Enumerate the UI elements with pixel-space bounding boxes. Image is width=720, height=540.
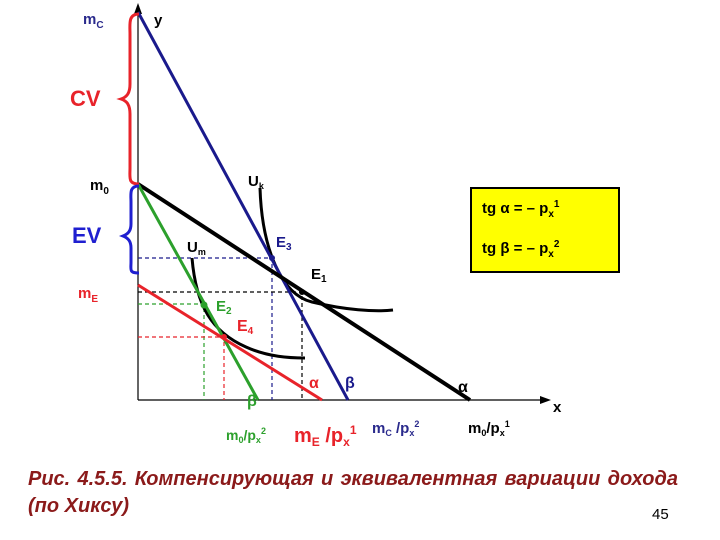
indifference-curve-uk (258, 187, 394, 313)
budget-line-green (136, 183, 260, 401)
label-me: mE (78, 285, 98, 305)
point-e1 (299, 289, 305, 295)
label-e1: E1 (311, 266, 327, 285)
point-e4 (221, 334, 227, 340)
axes (134, 3, 551, 404)
brace-ev (118, 184, 140, 275)
label-mc: mC (83, 11, 104, 31)
label-ev: EV (72, 223, 102, 248)
tg-alpha-line: tg α = – px1 (482, 199, 560, 220)
point-e3 (269, 255, 275, 261)
y-axis-label: y (154, 12, 163, 29)
label-um: Um (187, 239, 206, 257)
label-e4: E4 (237, 318, 254, 337)
slope-info-box: tg α = – px1 tg β = – px2 (470, 187, 620, 273)
tg-beta-line: tg β = – px2 (482, 239, 560, 260)
guide-e4 (138, 336, 225, 400)
angle-alpha-black: α (458, 379, 468, 396)
x-axis-label: x (553, 399, 562, 416)
label-e3: E3 (276, 234, 292, 253)
y-axis-arrow (134, 3, 142, 14)
label-mc-px2: mC /px2 (372, 419, 419, 438)
point-e2 (200, 301, 208, 309)
label-m0: m0 (90, 177, 109, 197)
label-me-px1: mE /px1 (294, 423, 357, 449)
page-number: 45 (652, 506, 669, 523)
angle-alpha-red: α (309, 375, 319, 392)
label-m0-px1: m0/px1 (468, 419, 510, 438)
indifference-curve-um (190, 257, 306, 360)
label-m0-px2: m0/px2 (226, 426, 266, 445)
angle-beta-blue: β (345, 375, 355, 392)
angle-beta-green: β (247, 393, 257, 410)
x-axis-arrow (540, 396, 551, 404)
budget-line-blue (136, 11, 350, 401)
label-cv: CV (70, 86, 101, 111)
label-uk: Uk (248, 173, 265, 191)
brace-cv (116, 12, 140, 186)
label-e2: E2 (216, 298, 232, 317)
figure-caption: Рис. 4.5.5. Компенсирующая и эквивалентн… (28, 468, 678, 517)
budget-line-red (137, 283, 323, 402)
